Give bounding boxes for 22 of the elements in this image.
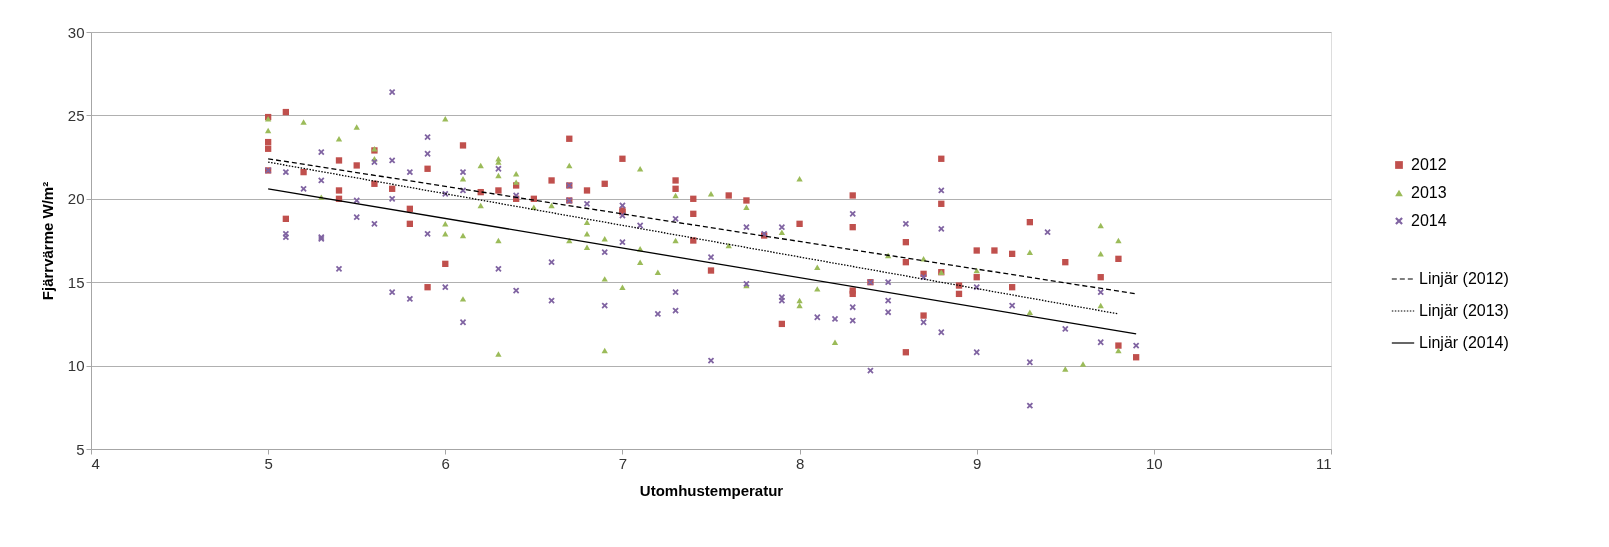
x-tick-label: 11 bbox=[1315, 454, 1332, 472]
x-tick-label: 10 bbox=[1146, 454, 1163, 472]
legend-label: 2012 bbox=[1411, 156, 1447, 173]
x-tick-label: 4 bbox=[91, 454, 100, 472]
x-axis-title: Utomhustemperatur bbox=[639, 481, 784, 499]
y-tick-label: 25 bbox=[67, 106, 85, 124]
y-tick-label: 30 bbox=[67, 23, 85, 41]
y-tick-label: 10 bbox=[67, 357, 85, 375]
legend-label: 2013 bbox=[1411, 184, 1447, 201]
y-axis-title: Fjärrvärme W/m² bbox=[38, 181, 56, 301]
y-tick-label: 5 bbox=[76, 440, 85, 458]
legend-label: 2014 bbox=[1411, 212, 1447, 229]
legend-label: Linjär (2012) bbox=[1419, 270, 1509, 287]
legend-label: Linjär (2014) bbox=[1419, 334, 1509, 351]
x-tick-label: 8 bbox=[795, 454, 805, 472]
x-tick-label: 5 bbox=[264, 454, 273, 472]
x-tick-label: 9 bbox=[973, 454, 982, 472]
legend-label: Linjär (2013) bbox=[1419, 302, 1509, 319]
x-tick-label: 7 bbox=[618, 454, 628, 472]
x-tick-label: 6 bbox=[441, 454, 450, 472]
y-tick-label: 20 bbox=[67, 190, 85, 208]
y-tick-label: 15 bbox=[67, 273, 85, 291]
